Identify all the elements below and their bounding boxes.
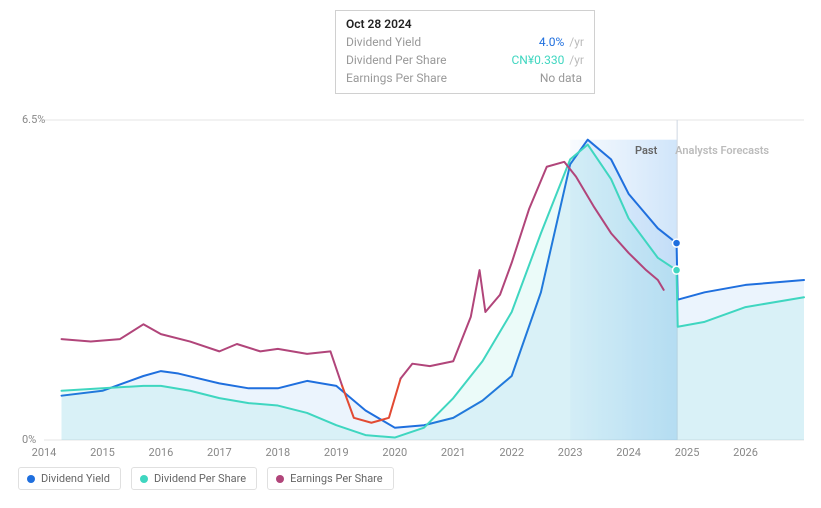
y-axis-label: 6.5% — [22, 113, 45, 126]
x-axis-label: 2024 — [616, 446, 641, 459]
chart-tooltip: Oct 28 2024 Dividend Yield4.0% /yrDivide… — [335, 10, 595, 94]
tooltip-row: Dividend Yield 4.0% /yr — [346, 33, 584, 51]
legend-item[interactable]: Earnings Per Share — [267, 467, 394, 490]
tooltip-row: Earnings Per Share No data — [346, 69, 584, 87]
tooltip-metric-label: Dividend Per Share — [346, 51, 447, 69]
x-axis-label: 2022 — [499, 446, 524, 459]
legend-dot — [140, 475, 148, 483]
legend-dot — [276, 475, 284, 483]
tooltip-metric-value: CN¥0.330 /yr — [512, 51, 585, 69]
tooltip-metric-value: 4.0% /yr — [539, 33, 584, 51]
past-label: Past — [635, 144, 657, 157]
x-axis-label: 2015 — [90, 446, 115, 459]
legend-dot — [27, 475, 35, 483]
tooltip-row: Dividend Per Share CN¥0.330 /yr — [346, 51, 584, 69]
legend-item[interactable]: Dividend Yield — [18, 467, 121, 490]
legend-label: Earnings Per Share — [290, 472, 383, 485]
tooltip-metric-value: No data — [540, 69, 584, 87]
x-axis-label: 2021 — [441, 446, 466, 459]
tooltip-metric-label: Earnings Per Share — [346, 69, 447, 87]
x-axis-label: 2017 — [207, 446, 232, 459]
x-axis-label: 2014 — [32, 446, 57, 459]
legend-item[interactable]: Dividend Per Share — [131, 467, 257, 490]
tooltip-metric-label: Dividend Yield — [346, 33, 421, 51]
y-axis-label: 0% — [22, 433, 36, 446]
legend-label: Dividend Yield — [41, 472, 110, 485]
x-axis-label: 2025 — [675, 446, 700, 459]
legend-label: Dividend Per Share — [154, 472, 246, 485]
x-axis-label: 2023 — [558, 446, 583, 459]
x-axis-label: 2020 — [382, 446, 407, 459]
dividend-chart: Oct 28 2024 Dividend Yield4.0% /yrDivide… — [0, 0, 821, 508]
tooltip-date: Oct 28 2024 — [346, 17, 584, 31]
x-axis-label: 2026 — [733, 446, 758, 459]
forecast-label: Analysts Forecasts — [675, 144, 769, 157]
legend: Dividend Yield Dividend Per Share Earnings… — [18, 467, 394, 490]
x-axis-label: 2018 — [265, 446, 290, 459]
x-axis-label: 2019 — [324, 446, 349, 459]
x-axis-label: 2016 — [149, 446, 174, 459]
